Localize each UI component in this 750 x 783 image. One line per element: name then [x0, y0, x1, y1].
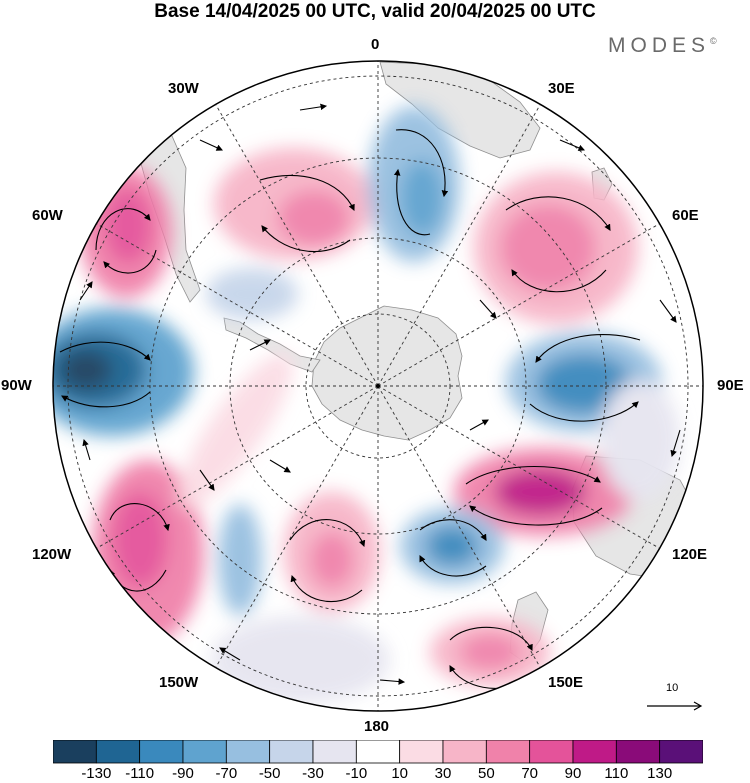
- colorbar-swatch: [399, 740, 444, 764]
- colorbar-swatch: [95, 740, 141, 764]
- modes-logo: MODES©: [608, 34, 717, 57]
- lon-label-120e: 120E: [672, 546, 708, 563]
- polar-map: [52, 60, 704, 712]
- map-boundary: [52, 60, 704, 712]
- lon-label-150w: 150W: [159, 674, 199, 691]
- colorbar-tick-label: -50: [258, 765, 281, 782]
- africa: [379, 61, 541, 159]
- antarctic-peninsula: [223, 317, 321, 373]
- lon-label-30e: 30E: [548, 80, 575, 97]
- colorbar-swatch: [182, 740, 227, 764]
- colorbar-tick-label: 10: [391, 765, 408, 782]
- colorbar-tick-label: 130: [647, 765, 673, 782]
- colorbar-swatch: [139, 740, 184, 764]
- lon-label-0: 0: [371, 36, 380, 53]
- colorbar-swatch: [269, 740, 314, 764]
- colorbar-swatch: [355, 740, 401, 764]
- colorbar-swatch: [442, 740, 487, 764]
- south-pole-marker: [376, 384, 380, 388]
- colorbar-swatch: [529, 740, 574, 764]
- colorbar-swatch: [572, 740, 617, 764]
- colorbar-swatch: [225, 740, 271, 764]
- colorbar-swatch: [659, 740, 703, 764]
- reference-arrow-icon: [647, 701, 703, 711]
- colorbar-tick-label: 110: [604, 765, 629, 782]
- colorbar-tick-label: 50: [477, 765, 495, 782]
- graticule: [53, 61, 703, 711]
- lon-label-60e: 60E: [672, 207, 699, 224]
- colorbar-tick-label: -30: [302, 765, 324, 782]
- colorbar-swatch: [53, 740, 97, 764]
- colorbar-tick-label: 90: [564, 765, 582, 782]
- lon-label-90w: 90W: [1, 377, 32, 394]
- colorbar-tick-label: -90: [172, 765, 194, 782]
- lon-label-60w: 60W: [32, 207, 63, 224]
- colorbar-tick-label: -70: [215, 765, 238, 782]
- colorbar-tick-label: -130: [81, 765, 112, 782]
- colorbar-tick-label: -110: [125, 765, 155, 782]
- reference-vector: 10: [644, 682, 704, 712]
- lon-label-150e: 150E: [548, 674, 584, 691]
- lon-label-120w: 120W: [32, 546, 72, 563]
- colorbar-tick-label: 30: [434, 765, 452, 782]
- lon-label-30w: 30W: [168, 80, 199, 97]
- colorbar-swatch: [312, 740, 357, 764]
- lon-label-180: 180: [364, 718, 390, 735]
- colorbar-tick-label: -10: [345, 765, 368, 782]
- lon-label-90e: 90E: [717, 377, 744, 394]
- colorbar-swatch: [485, 740, 531, 764]
- wind-vectors: [59, 103, 681, 689]
- colorbar: [53, 740, 703, 764]
- colorbar-swatch: [615, 740, 661, 764]
- colorbar-tick-label: 70: [521, 765, 538, 782]
- reference-vector-label: 10: [666, 682, 679, 694]
- map-title: Base 14/04/2025 00 UTC, valid 20/04/2025…: [154, 1, 596, 22]
